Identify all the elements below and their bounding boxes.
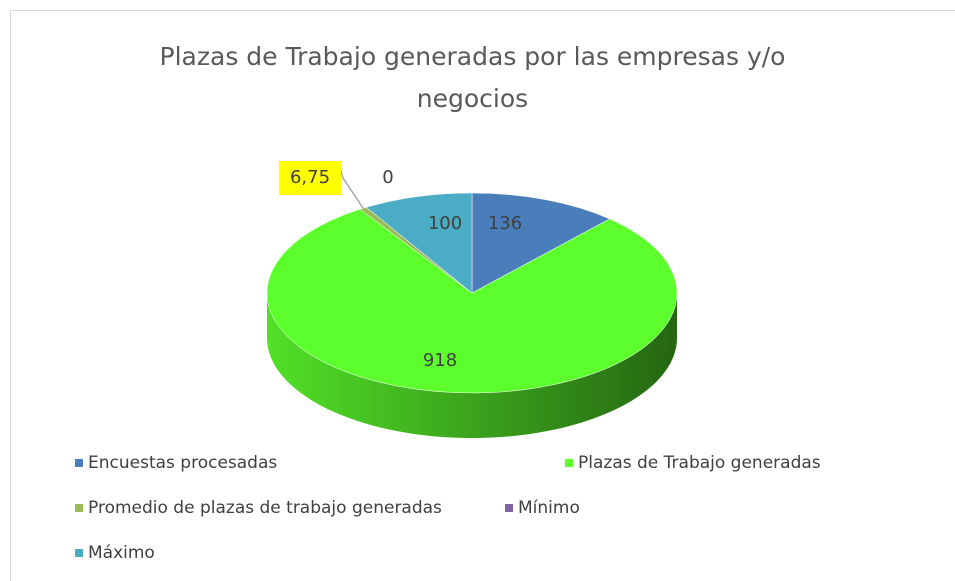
data-label: 6,75 bbox=[290, 167, 330, 188]
legend-swatch bbox=[565, 459, 573, 467]
legend-label: Plazas de Trabajo generadas bbox=[578, 453, 821, 473]
legend-label: Máximo bbox=[88, 543, 155, 563]
data-label: 918 bbox=[423, 350, 457, 371]
slice bbox=[471, 192, 611, 294]
data-label: 136 bbox=[488, 213, 522, 234]
legend-swatch bbox=[75, 459, 83, 467]
slice-side-shade bbox=[267, 293, 677, 438]
legend-label: Mínimo bbox=[518, 498, 580, 518]
slice bbox=[266, 208, 678, 394]
chart-border bbox=[10, 10, 955, 581]
label-highlight bbox=[279, 161, 341, 195]
legend-label: Promedio de plazas de trabajo generadas bbox=[88, 498, 442, 518]
legend-label: Encuestas procesadas bbox=[88, 453, 277, 473]
leader-line bbox=[339, 167, 364, 209]
data-label: 0 bbox=[382, 167, 393, 188]
slice bbox=[365, 192, 473, 294]
legend-swatch bbox=[75, 504, 83, 512]
legend-swatch bbox=[75, 549, 83, 557]
data-label: 100 bbox=[428, 213, 462, 234]
legend-swatch bbox=[505, 504, 513, 512]
chart-title: Plazas de Trabajo generadas por las empr… bbox=[159, 42, 786, 113]
